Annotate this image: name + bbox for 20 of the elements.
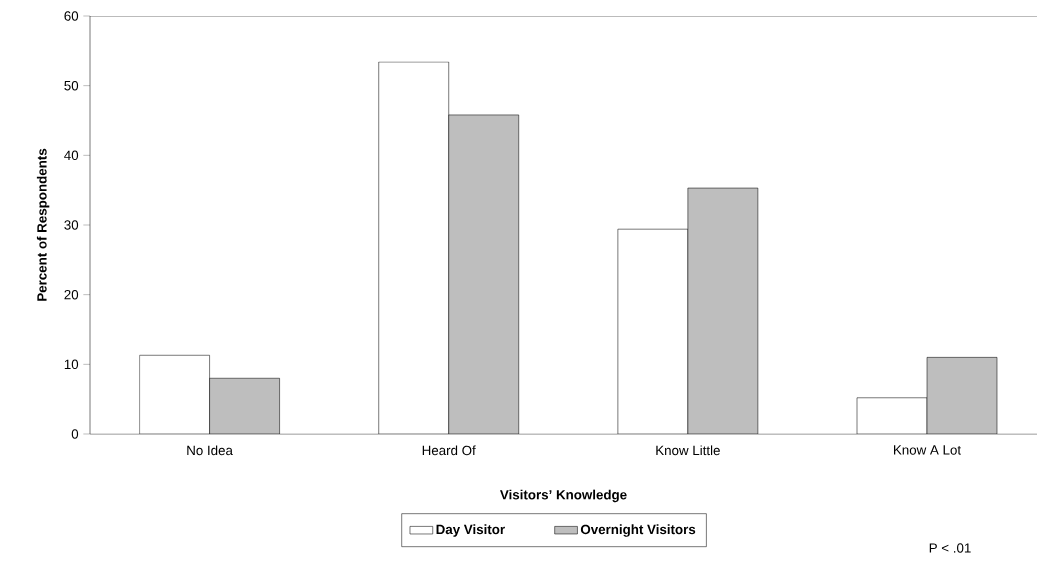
y-tick-label: 0 [71,429,79,439]
x-tick-label: Know Little [656,445,720,456]
bar [926,357,998,434]
y-axis-title: Percent of Respondents [36,148,50,301]
bar [687,188,758,434]
x-tick-label: No Idea [187,445,233,456]
y-tick-label: 60 [64,11,79,21]
y-tick-label: 20 [64,289,79,300]
bar [209,378,280,434]
y-tick-label: 10 [64,359,79,370]
y-tick-label: 40 [64,150,79,161]
y-tick-label: 50 [64,80,79,91]
x-tick-label: Know A Lot [894,445,961,455]
x-axis-title: Visitors’ Knowledge [500,489,627,503]
legend-label: Day Visitor [436,524,505,537]
y-tick-label: 30 [64,220,79,230]
bar [448,114,519,434]
text: P < .01 [929,543,971,553]
legend-label: Overnight Visitors [580,524,696,537]
x-tick-label: Heard Of [422,445,476,456]
